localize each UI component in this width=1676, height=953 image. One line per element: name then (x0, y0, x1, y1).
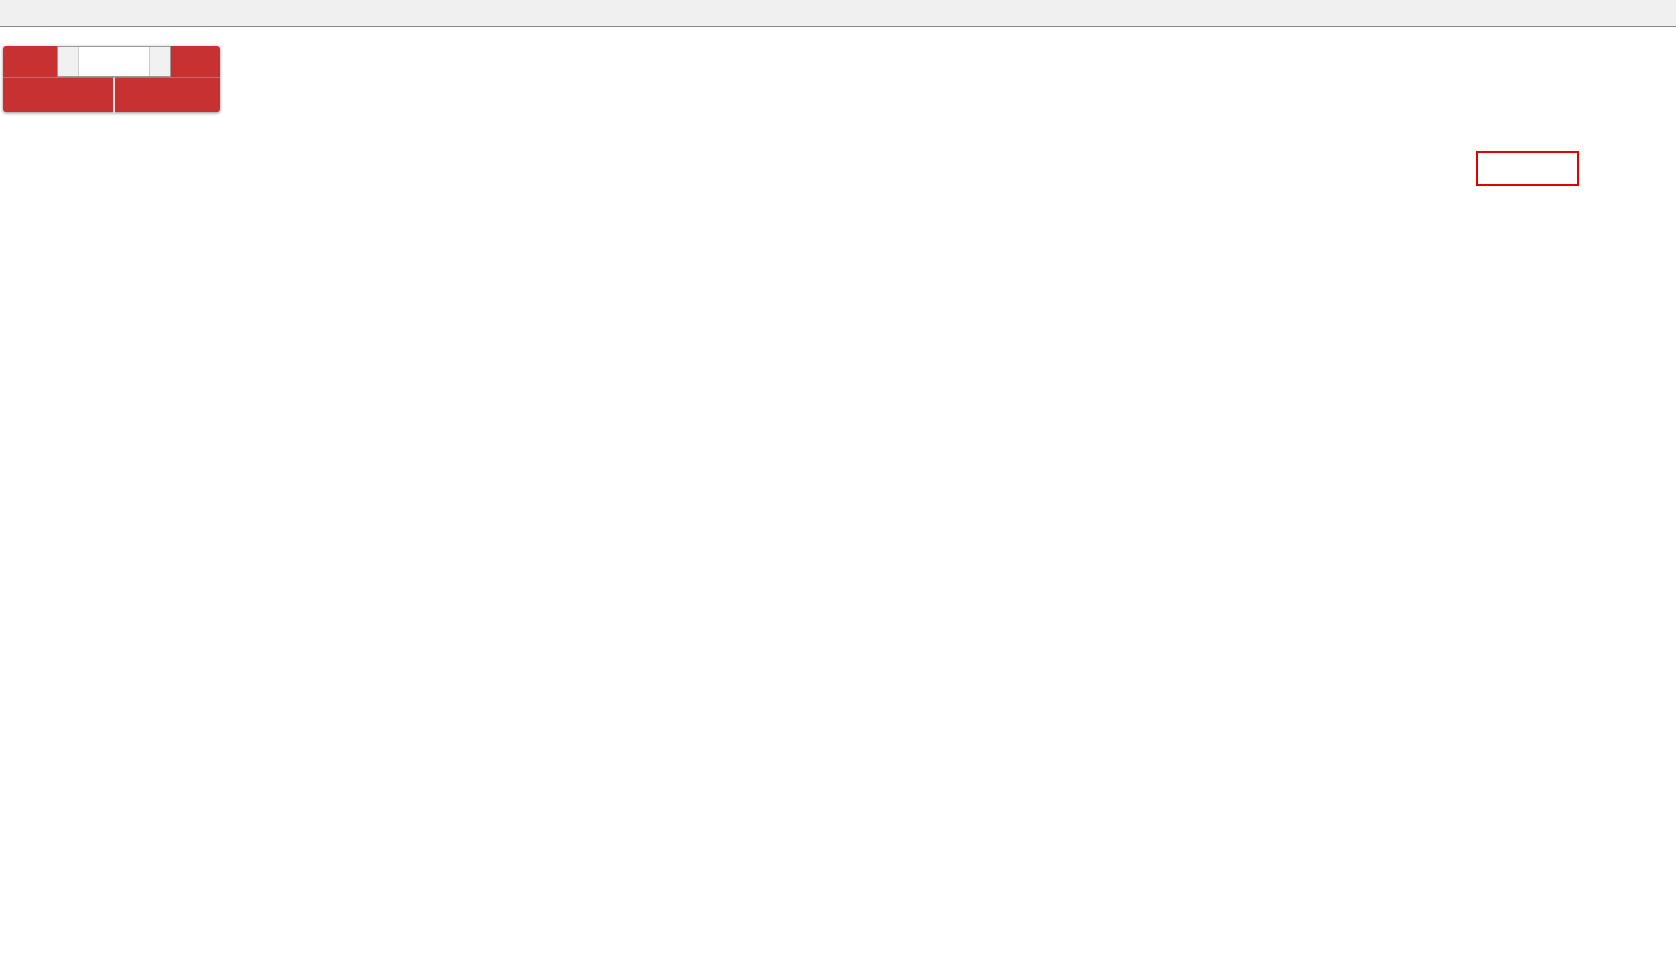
buy-price[interactable] (115, 77, 220, 113)
volume-input[interactable] (79, 47, 149, 76)
one-click-trading-panel (3, 46, 220, 113)
sell-button[interactable] (3, 46, 57, 77)
sell-price[interactable] (3, 77, 115, 113)
chart-ohlc-header (6, 31, 10, 45)
price-alert-label[interactable] (1476, 151, 1579, 186)
volume-stepper (57, 46, 171, 77)
volume-increase-button[interactable] (149, 47, 170, 76)
toolbar (0, 0, 1676, 27)
buy-button[interactable] (171, 46, 220, 77)
volume-decrease-button[interactable] (58, 47, 79, 76)
